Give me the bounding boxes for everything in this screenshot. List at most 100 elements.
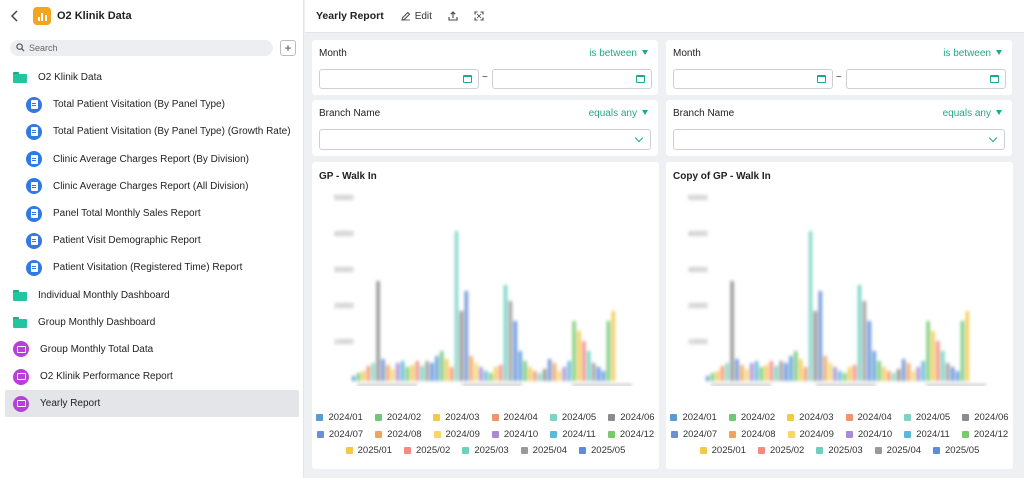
add-button[interactable]: + <box>280 39 296 56</box>
bar <box>361 371 365 381</box>
bar <box>720 366 724 381</box>
bar <box>735 359 739 381</box>
legend-item[interactable]: 2025/03 <box>816 445 863 456</box>
legend-item[interactable]: 2024/11 <box>904 429 950 440</box>
sidebar-item[interactable]: Group Monthly Dashboard <box>0 309 304 336</box>
legend-item[interactable]: 2024/07 <box>670 429 717 440</box>
legend-label: 2024/04 <box>503 412 538 423</box>
legend-item[interactable]: 2024/05 <box>549 412 596 423</box>
fullscreen-button[interactable] <box>474 11 484 21</box>
legend-item[interactable]: 2024/10 <box>845 429 892 440</box>
legend-swatch <box>608 414 616 421</box>
bar <box>897 369 901 381</box>
month-start-input[interactable] <box>673 69 833 89</box>
legend-item[interactable]: 2024/09 <box>787 429 834 440</box>
sidebar-item[interactable]: Panel Total Monthly Sales Report <box>0 200 304 227</box>
legend-item[interactable]: 2024/04 <box>845 412 892 423</box>
legend-item[interactable]: 2025/04 <box>874 445 921 456</box>
bar <box>764 365 768 381</box>
legend-item[interactable]: 2024/05 <box>903 412 950 423</box>
bar <box>577 331 581 381</box>
legend-swatch <box>403 447 411 454</box>
legend-item[interactable]: 2024/08 <box>729 429 776 440</box>
sidebar-item[interactable]: Group Monthly Total Data <box>0 336 304 363</box>
legend-item[interactable]: 2024/02 <box>728 412 775 423</box>
bar <box>464 291 468 381</box>
chevron-down-icon[interactable] <box>634 133 644 143</box>
legend-item[interactable]: 2024/07 <box>316 429 363 440</box>
legend-item[interactable]: 2024/01 <box>316 412 363 423</box>
bar <box>877 361 881 381</box>
folder-icon <box>13 316 27 328</box>
bar <box>435 356 439 381</box>
share-button[interactable] <box>448 11 458 21</box>
legend-item[interactable]: 2024/03 <box>433 412 480 423</box>
calendar-icon[interactable] <box>990 75 999 83</box>
legend-item[interactable]: 2024/06 <box>608 412 655 423</box>
legend-item[interactable]: 2024/01 <box>670 412 717 423</box>
y-tick-label: 10000 <box>688 339 708 346</box>
legend-label: 2024/11 <box>916 429 950 440</box>
legend-item[interactable]: 2024/11 <box>550 429 596 440</box>
legend-item[interactable]: 2025/01 <box>699 445 746 456</box>
month-start-input[interactable] <box>319 69 479 89</box>
legend-swatch <box>845 414 853 421</box>
sidebar-item[interactable]: Total Patient Visitation (By Panel Type) <box>0 91 304 118</box>
legend-item[interactable]: 2024/06 <box>962 412 1009 423</box>
sidebar-item[interactable]: Clinic Average Charges Report (All Divis… <box>0 173 304 200</box>
sidebar-item[interactable]: O2 Klinik Performance Report <box>0 363 304 390</box>
legend-item[interactable]: 2024/12 <box>607 429 654 440</box>
branch-operator-dropdown[interactable]: equals any <box>589 108 648 119</box>
bar <box>376 281 380 381</box>
bar <box>391 369 395 381</box>
legend-item[interactable]: 2024/10 <box>491 429 538 440</box>
sidebar-item[interactable]: Clinic Average Charges Report (By Divisi… <box>0 146 304 173</box>
bar <box>872 351 876 381</box>
sidebar-item[interactable]: Individual Monthly Dashboard <box>0 282 304 309</box>
chart-title: GP - Walk In <box>319 171 377 182</box>
sidebar-item[interactable]: O2 Klinik Data <box>0 64 304 91</box>
sidebar-item[interactable]: Patient Visit Demographic Report <box>0 227 304 254</box>
bar <box>538 373 542 381</box>
bar <box>838 371 842 381</box>
legend-item[interactable]: 2024/08 <box>375 429 422 440</box>
legend-item[interactable]: 2024/09 <box>433 429 480 440</box>
month-operator-dropdown[interactable]: is between <box>589 48 648 59</box>
search-input[interactable] <box>29 42 249 53</box>
legend-item[interactable]: 2025/05 <box>579 445 625 456</box>
calendar-icon[interactable] <box>463 75 472 83</box>
back-arrow-icon[interactable] <box>0 0 30 32</box>
month-end-input[interactable] <box>492 69 652 89</box>
branch-operator-dropdown[interactable]: equals any <box>943 108 1002 119</box>
edit-button[interactable]: Edit <box>401 11 432 22</box>
bar <box>774 366 778 381</box>
bar <box>386 365 390 381</box>
sidebar-item[interactable]: Yearly Report <box>5 390 299 418</box>
calendar-icon[interactable] <box>817 75 826 83</box>
app-logo-icon <box>33 7 51 25</box>
bar <box>941 351 945 381</box>
month-end-input[interactable] <box>846 69 1006 89</box>
legend-item[interactable]: 2024/02 <box>374 412 421 423</box>
branch-select[interactable] <box>673 129 1005 150</box>
search-box[interactable] <box>10 39 273 56</box>
bar-chart: 50000 40000 30000 20000 10000 <box>334 195 632 386</box>
branch-filter-label: Branch Name <box>673 108 735 119</box>
legend-item[interactable]: 2025/02 <box>403 445 450 456</box>
legend-item[interactable]: 2025/03 <box>462 445 509 456</box>
dashboard-icon <box>13 341 29 358</box>
sidebar-item[interactable]: Total Patient Visitation (By Panel Type)… <box>0 118 304 145</box>
bar <box>710 373 715 381</box>
sidebar-item[interactable]: Patient Visitation (Registered Time) Rep… <box>0 254 304 281</box>
legend-item[interactable]: 2025/05 <box>933 445 979 456</box>
calendar-icon[interactable] <box>636 75 645 83</box>
legend-item[interactable]: 2024/04 <box>491 412 538 423</box>
month-operator-dropdown[interactable]: is between <box>943 48 1002 59</box>
legend-item[interactable]: 2025/02 <box>757 445 804 456</box>
legend-item[interactable]: 2024/12 <box>961 429 1008 440</box>
legend-item[interactable]: 2024/03 <box>787 412 834 423</box>
branch-select[interactable] <box>319 129 651 150</box>
chevron-down-icon[interactable] <box>988 133 998 143</box>
legend-item[interactable]: 2025/04 <box>520 445 567 456</box>
legend-item[interactable]: 2025/01 <box>345 445 392 456</box>
